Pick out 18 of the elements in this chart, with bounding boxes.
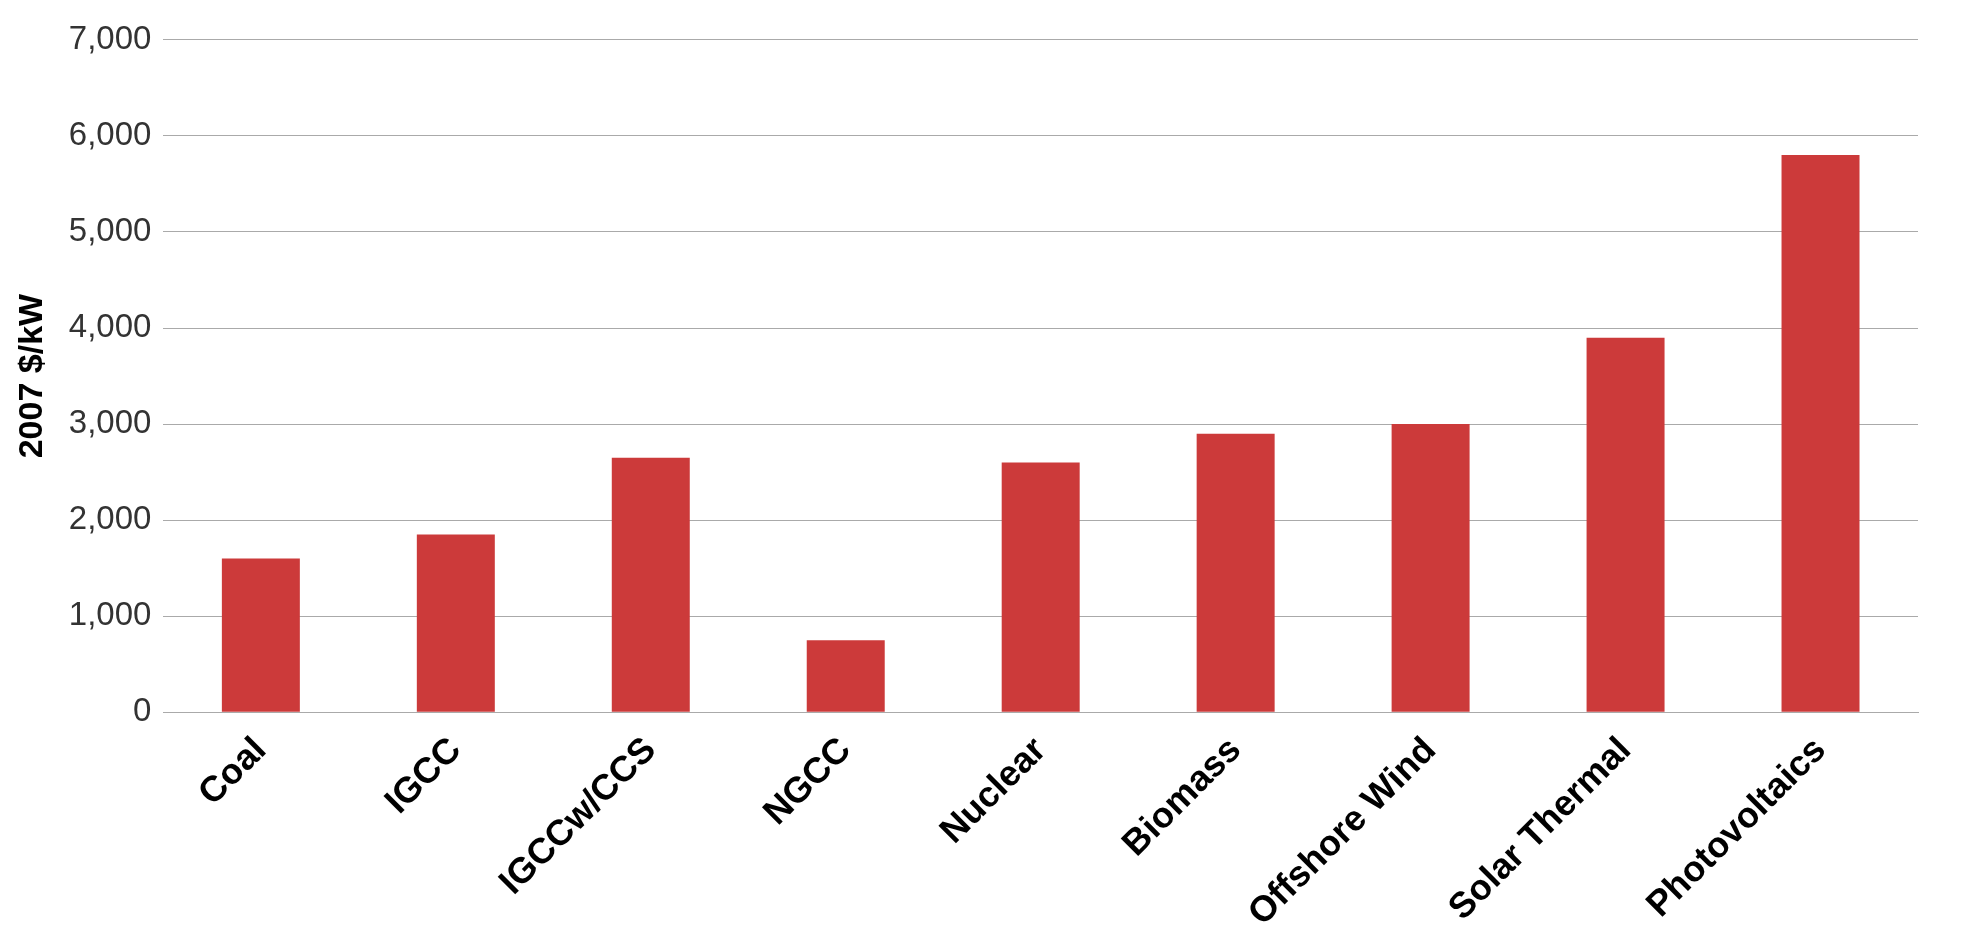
bar [1196, 433, 1275, 712]
bar [806, 640, 885, 712]
y-tick-label: 4,000 [68, 307, 152, 345]
bar [1781, 155, 1860, 712]
y-tick-label: 6,000 [68, 114, 152, 152]
y-axis-title: 2007 $/kW [10, 292, 49, 459]
bar [1586, 337, 1665, 712]
bar [1001, 462, 1080, 712]
bar [1391, 424, 1470, 712]
y-tick-label: 7,000 [68, 18, 152, 56]
bar [611, 457, 690, 712]
y-tick-label: 5,000 [68, 211, 152, 249]
bar [221, 558, 300, 712]
bar [416, 534, 495, 712]
y-tick-label: 2,000 [68, 499, 152, 537]
y-tick-label: 3,000 [68, 403, 152, 441]
y-tick-label: 1,000 [68, 595, 152, 633]
y-tick-label: 0 [133, 691, 152, 729]
